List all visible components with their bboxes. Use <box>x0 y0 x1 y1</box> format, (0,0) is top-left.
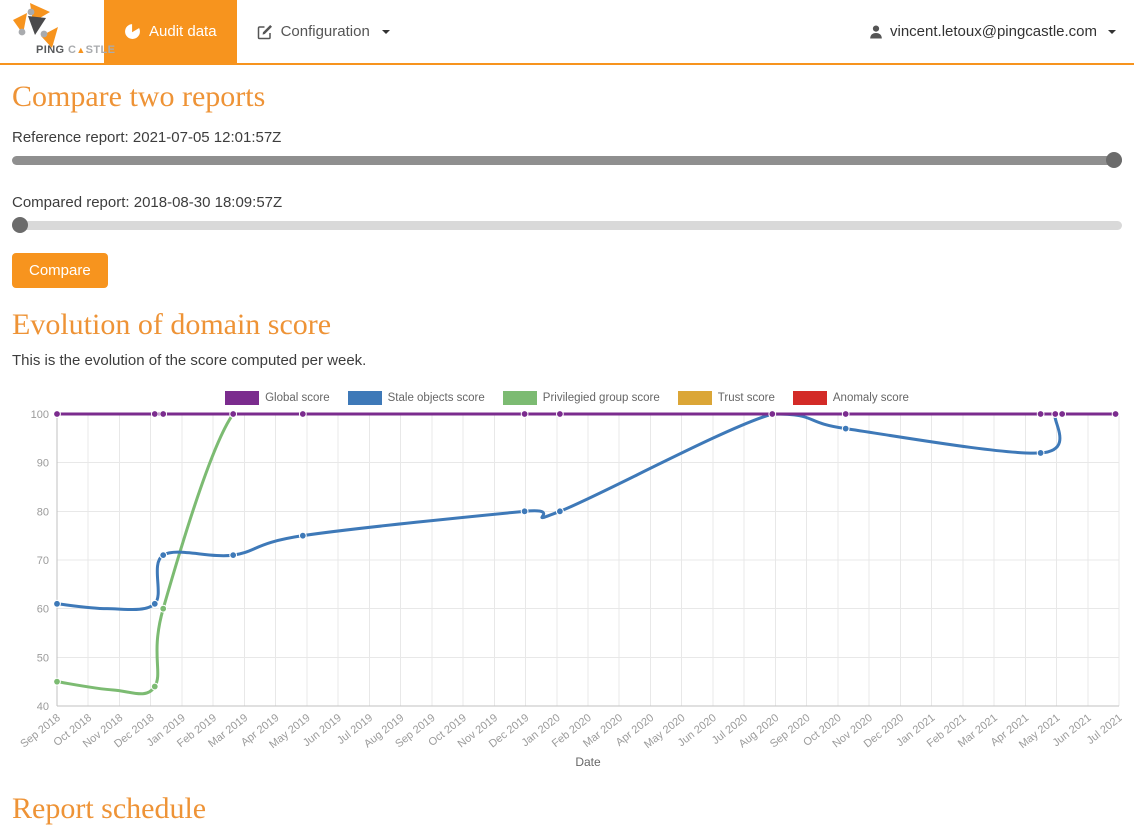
edit-icon <box>257 24 272 39</box>
compare-title: Compare two reports <box>12 80 266 113</box>
y-tick-label: 60 <box>37 604 49 616</box>
data-point[interactable] <box>555 410 564 418</box>
chart-legend: Global score Stale objects score Privilegi… <box>12 391 1122 405</box>
data-point[interactable] <box>298 531 307 540</box>
y-tick-label: 80 <box>37 506 49 518</box>
nav-audit-data-label: Audit data <box>149 23 217 40</box>
data-point[interactable] <box>768 410 777 418</box>
user-menu[interactable]: vincent.letoux@pingcastle.com <box>851 0 1134 63</box>
compared-report-slider[interactable] <box>12 215 1122 235</box>
brand-ping: PING <box>36 44 65 56</box>
pingcastle-logo-icon <box>13 3 58 48</box>
legend-label: Trust score <box>717 392 775 404</box>
data-point[interactable] <box>1058 410 1067 418</box>
nav-configuration-label: Configuration <box>280 23 370 40</box>
data-point[interactable] <box>229 410 238 418</box>
navbar: PING C▲STLE Audit data Configuration vin… <box>0 0 1134 65</box>
data-point[interactable] <box>229 551 238 560</box>
data-point[interactable] <box>53 599 61 608</box>
data-point[interactable] <box>520 410 529 418</box>
y-tick-label: 40 <box>37 701 49 713</box>
data-point[interactable] <box>841 410 850 418</box>
data-point[interactable] <box>1036 410 1045 418</box>
legend-swatch <box>225 391 260 405</box>
legend-swatch <box>792 391 827 405</box>
legend-label: Stale objects score <box>387 392 485 404</box>
x-axis-title: Date <box>575 755 601 769</box>
score-evolution-chart: Global score Stale objects score Privilegi… <box>12 391 1125 778</box>
series-line <box>55 412 1118 612</box>
pingcastle-logo[interactable]: PING C▲STLE <box>0 0 115 63</box>
data-point[interactable] <box>1111 410 1120 418</box>
schedule-title: Report schedule <box>12 792 207 825</box>
legend-item[interactable]: Global score <box>225 391 330 405</box>
data-point[interactable] <box>1036 449 1045 457</box>
legend-item[interactable]: Privilegied group score <box>502 391 660 405</box>
y-tick-label: 70 <box>37 555 49 567</box>
reference-report-slider[interactable] <box>12 150 1122 170</box>
data-point[interactable] <box>555 507 564 516</box>
y-tick-label: 100 <box>31 409 49 421</box>
legend-swatch <box>502 391 537 405</box>
y-tick-label: 50 <box>37 652 49 664</box>
data-point[interactable] <box>150 599 159 608</box>
data-point[interactable] <box>159 410 168 418</box>
legend-item[interactable]: Anomaly score <box>792 391 909 405</box>
chevron-down-icon <box>1108 29 1116 34</box>
data-point[interactable] <box>159 604 168 613</box>
reference-report-label: Reference report: 2021-07-05 12:01:57Z <box>12 129 282 146</box>
audit-pie-icon <box>125 23 140 39</box>
compared-report-label: Compared report: 2018-08-30 18:09:57Z <box>12 194 283 211</box>
legend-item[interactable]: Trust score <box>677 391 775 405</box>
data-point[interactable] <box>298 410 307 418</box>
data-point[interactable] <box>150 682 159 691</box>
data-point[interactable] <box>520 507 529 516</box>
legend-item[interactable]: Stale objects score <box>347 391 485 405</box>
data-point[interactable] <box>159 551 168 560</box>
evolution-description: This is the evolution of the score compu… <box>12 352 367 369</box>
data-point[interactable] <box>150 410 159 418</box>
brand-a-triangle-icon: ▲ <box>76 45 86 55</box>
nav-configuration[interactable]: Configuration <box>237 0 410 63</box>
y-tick-label: 90 <box>37 458 49 470</box>
evolution-title: Evolution of domain score <box>12 308 332 341</box>
compare-button[interactable]: Compare <box>12 253 108 288</box>
chart-canvas: 40 50 60 70 80 90 100 Sep 2018 Oct 2018 Nov 2018 D… <box>12 405 1125 778</box>
legend-swatch <box>347 391 382 405</box>
data-point[interactable] <box>841 424 850 433</box>
data-point[interactable] <box>53 410 61 418</box>
user-icon <box>870 25 882 38</box>
pingcastle-logo-text: PING C▲STLE <box>36 44 116 56</box>
legend-swatch <box>677 391 712 405</box>
legend-label: Anomaly score <box>832 392 909 404</box>
nav-audit-data[interactable]: Audit data <box>104 0 237 63</box>
legend-label: Privilegied group score <box>542 392 660 404</box>
user-email: vincent.letoux@pingcastle.com <box>890 23 1097 40</box>
data-point[interactable] <box>1051 410 1060 418</box>
chevron-down-icon <box>381 29 390 34</box>
data-point[interactable] <box>53 677 61 686</box>
legend-label: Global score <box>265 392 330 404</box>
